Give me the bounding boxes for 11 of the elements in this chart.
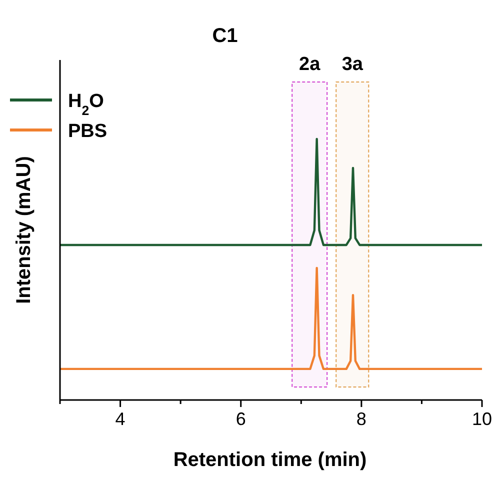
x-tick-label: 10 — [472, 409, 492, 429]
x-tick-label: 6 — [236, 409, 246, 429]
band-label: 2a — [299, 54, 321, 75]
x-tick-label: 4 — [115, 409, 126, 429]
band-label: 3a — [342, 54, 364, 75]
x-axis-title: Retention time (min) — [173, 449, 367, 471]
legend-label: H$_{2}$O — [68, 91, 104, 118]
chart-title: C1 — [212, 25, 238, 47]
x-tick-label: 8 — [356, 409, 366, 429]
legend-label: PBS — [68, 121, 108, 142]
y-axis-title: Intensity (mAU) — [13, 156, 35, 304]
